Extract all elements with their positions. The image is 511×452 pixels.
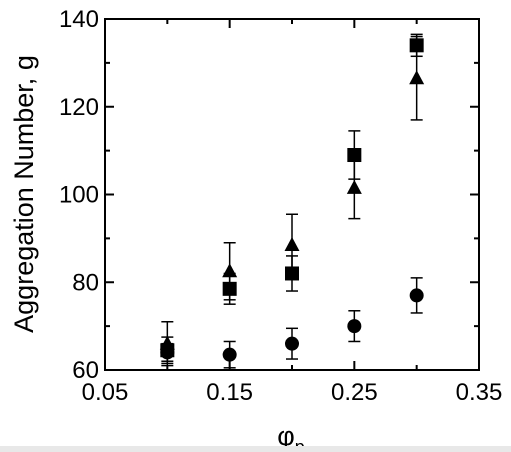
plot-frame: [104, 18, 480, 371]
y-tick-label: 60: [72, 357, 99, 384]
circle-point: [347, 319, 362, 334]
triangle-point: [159, 335, 175, 350]
triangle-point: [222, 263, 238, 278]
bottom-strip: [0, 446, 511, 452]
x-tick-label: 0.35: [456, 379, 503, 406]
circle-point: [160, 345, 175, 360]
triangle-point: [409, 70, 425, 85]
square-point: [347, 148, 362, 163]
y-tick-label: 120: [59, 94, 99, 121]
y-tick-label: 140: [59, 6, 99, 33]
axis-tick-labels: 0.05 0.15 0.25 0.35 60 80 100 120 140: [59, 6, 502, 406]
triangle-point: [284, 236, 300, 251]
data-marks: [159, 33, 425, 369]
y-tick-label: 80: [72, 269, 99, 296]
triangle-point: [346, 179, 362, 194]
axis-ticks: [104, 18, 480, 371]
x-axis-title-sub: p: [295, 437, 305, 452]
x-tick-label: 0.25: [331, 379, 378, 406]
x-axis-title-main: φ: [277, 421, 295, 451]
y-axis-title: Aggregation Number, g: [9, 55, 39, 333]
circle-point: [285, 336, 299, 351]
y-tick-label: 100: [59, 182, 99, 209]
circle-point: [409, 288, 424, 303]
x-axis-title: φp: [277, 421, 305, 452]
x-tick-label: 0.15: [206, 379, 253, 406]
x-tick-label: 0.05: [82, 379, 129, 406]
circle-point: [222, 347, 237, 362]
